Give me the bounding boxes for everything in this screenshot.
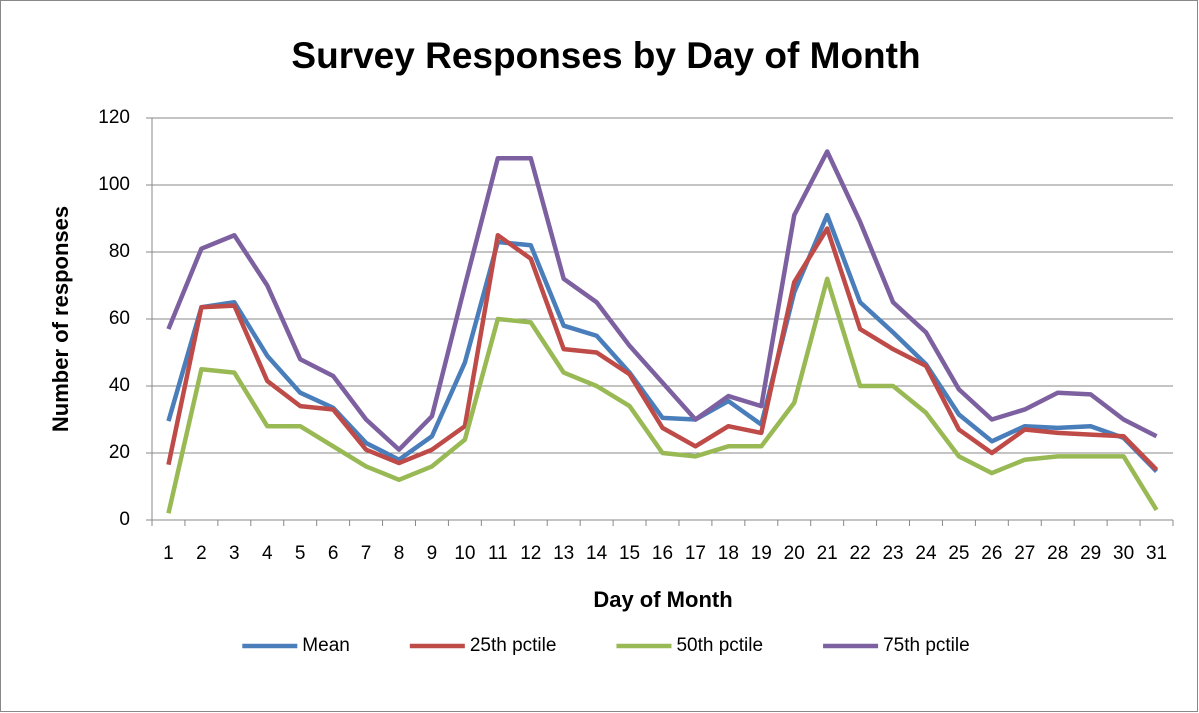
series-line bbox=[166, 226, 1159, 472]
y-tick-label: 120 bbox=[98, 107, 130, 128]
x-tick-label: 13 bbox=[553, 543, 574, 564]
x-tick-label: 11 bbox=[488, 543, 508, 564]
x-tick-label: 16 bbox=[652, 543, 673, 564]
y-axis-label: Number of responses bbox=[48, 206, 73, 432]
x-axis-label: Day of Month bbox=[593, 587, 732, 612]
legend-label: 75th pctile bbox=[883, 635, 970, 656]
x-tick-label: 10 bbox=[454, 543, 475, 564]
x-tick-label: 25 bbox=[948, 543, 969, 564]
x-tick-label: 5 bbox=[295, 543, 306, 564]
x-tick-label: 2 bbox=[196, 543, 207, 564]
x-tick-label: 23 bbox=[882, 543, 903, 564]
x-tick-label: 20 bbox=[784, 543, 805, 564]
x-tick-label: 18 bbox=[718, 543, 739, 564]
x-tick-label: 8 bbox=[394, 543, 405, 564]
y-tick-label: 60 bbox=[109, 308, 130, 329]
legend-label: 50th pctile bbox=[676, 635, 763, 656]
x-tick-label: 31 bbox=[1146, 543, 1167, 564]
x-tick-label: 1 bbox=[163, 543, 174, 564]
x-tick-label: 27 bbox=[1014, 543, 1035, 564]
x-tick-label: 15 bbox=[619, 543, 640, 564]
series-line bbox=[166, 276, 1159, 514]
x-tick-label: 21 bbox=[817, 543, 838, 564]
x-tick-label: 17 bbox=[685, 543, 706, 564]
y-tick-label: 100 bbox=[98, 174, 130, 195]
x-tick-label: 12 bbox=[520, 543, 541, 564]
x-tick-label: 26 bbox=[981, 543, 1002, 564]
y-tick-label: 20 bbox=[109, 442, 130, 463]
x-tick-label: 30 bbox=[1113, 543, 1134, 564]
legend-label: 25th pctile bbox=[470, 635, 557, 656]
y-tick-label: 80 bbox=[109, 241, 130, 262]
x-tick-label: 22 bbox=[850, 543, 871, 564]
legend-label: Mean bbox=[302, 635, 350, 656]
x-tick-label: 14 bbox=[586, 543, 608, 564]
x-tick-label: 9 bbox=[427, 543, 438, 564]
x-tick-label: 24 bbox=[915, 543, 937, 564]
series-line bbox=[166, 149, 1158, 452]
y-tick-label: 0 bbox=[119, 509, 130, 530]
x-tick-label: 6 bbox=[328, 543, 339, 564]
chart-title: Survey Responses by Day of Month bbox=[291, 35, 920, 76]
x-tick-label: 19 bbox=[751, 543, 772, 564]
x-tick-label: 7 bbox=[361, 543, 372, 564]
y-tick-label: 40 bbox=[109, 375, 130, 396]
x-tick-label: 29 bbox=[1080, 543, 1101, 564]
x-tick-label: 4 bbox=[262, 543, 273, 564]
x-tick-label: 3 bbox=[229, 543, 240, 564]
x-tick-label: 28 bbox=[1047, 543, 1068, 564]
